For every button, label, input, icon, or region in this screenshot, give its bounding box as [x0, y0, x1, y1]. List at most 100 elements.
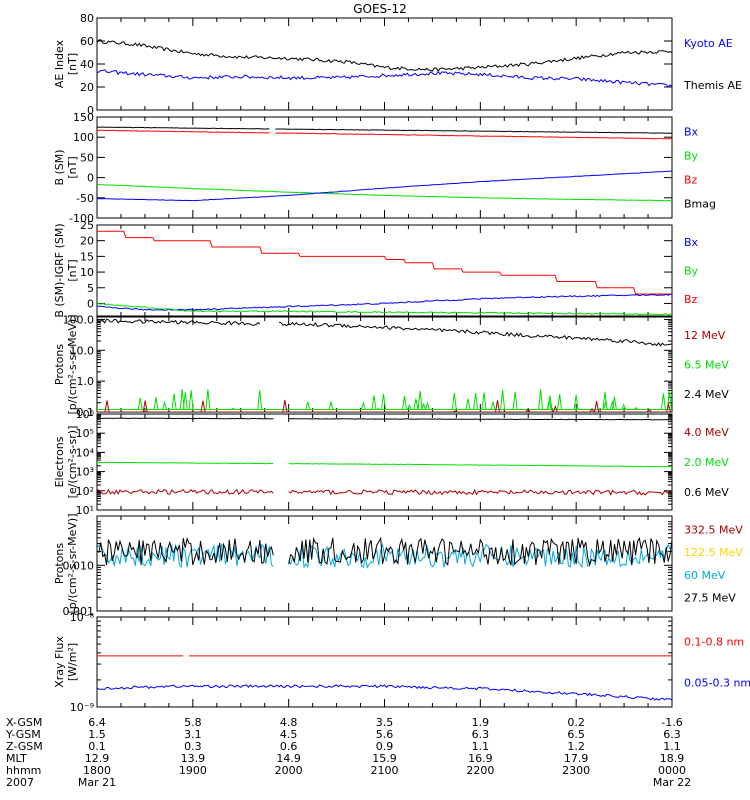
- series-line-by: [97, 183, 672, 202]
- x-cell-hhmm: 0000: [658, 764, 686, 777]
- series-line-bx: [97, 293, 672, 311]
- x-cell-z-gsm: 0.3: [184, 740, 202, 753]
- x-cell-hhmm: 2200: [466, 764, 494, 777]
- x-cell-x-gsm: 6.4: [88, 716, 106, 729]
- y-axis-label: Xray Flux: [53, 636, 66, 688]
- panel-bsm: -100 -50 0 50 100 150 B (SM) [nT] Bx By Bz Bmag: [53, 111, 716, 225]
- y-tick-label: 80: [80, 12, 94, 25]
- y-tick-label: 100.0: [63, 313, 95, 326]
- y-tick-label: 10⁻⁹: [70, 701, 94, 714]
- series-group: [97, 417, 672, 496]
- legend-entry: 6.5 MeV: [684, 359, 729, 372]
- y-tick-label: 40: [80, 58, 94, 71]
- legend-entry: Bmag: [684, 198, 716, 211]
- y-tick-label: 10³: [76, 466, 94, 479]
- legend-entry: 0.6 MeV: [684, 486, 729, 499]
- y-tick-label: 10⁵: [76, 427, 94, 440]
- x-cell-x-gsm: 1.9: [472, 716, 490, 729]
- legend-entry: Bx: [684, 125, 699, 138]
- series-group: [97, 230, 672, 316]
- x-cell-hhmm: 2100: [371, 764, 399, 777]
- legend-entry: Kyoto AE: [684, 37, 733, 50]
- x-cell-hhmm: 2300: [562, 764, 590, 777]
- y-tick-label: 0.1: [77, 406, 95, 419]
- series-group: [97, 39, 672, 88]
- x-cell-mlt: 15.9: [372, 752, 397, 765]
- y-axis-unit: [nT]: [66, 259, 79, 281]
- y-tick-label: 0: [87, 172, 94, 185]
- series-line-bz: [97, 230, 672, 295]
- panel-frame: [96, 413, 673, 511]
- panel-frame: [96, 224, 673, 317]
- y-tick-label: 20: [80, 81, 94, 94]
- y-tick-label: -100: [69, 212, 94, 225]
- y-tick-label: 100: [73, 131, 94, 144]
- y-tick-label: 50: [80, 151, 94, 164]
- x-cell-mlt: 14.9: [276, 752, 301, 765]
- panel-electrons: 10¹ 10² 10³ 10⁴ 10⁵ 10⁶ Electrons [e/(cm²-s-sr)…: [53, 408, 729, 517]
- x-cell-x-gsm: 0.2: [567, 716, 585, 729]
- x-cell-y-gsm: 4.5: [280, 728, 298, 741]
- y-tick-label: 60: [80, 35, 94, 48]
- series-line-bx: [97, 170, 672, 202]
- series-line-12-mev: [97, 399, 672, 412]
- figure-title: GOES-12: [353, 2, 407, 16]
- y-axis-label: Protons: [53, 543, 66, 584]
- series-line-bz: [97, 129, 672, 140]
- x-cell-z-gsm: 0.6: [280, 740, 298, 753]
- series-line-kyoto-ae: [97, 69, 672, 88]
- series-group: [97, 536, 672, 569]
- x-cell-z-gsm: 1.1: [663, 740, 681, 753]
- x-cell-mlt: 18.9: [660, 752, 685, 765]
- legend-entry: Bx: [684, 236, 699, 249]
- legend-entry: 27.5 MeV: [684, 591, 736, 604]
- legend-entry: 122.5 MeV: [684, 546, 743, 559]
- y-tick-label: -50: [76, 192, 94, 205]
- series-line-6-5-mev: [97, 389, 672, 411]
- x-cell-mlt: 17.9: [564, 752, 589, 765]
- y-axis-label: Electrons: [53, 436, 66, 487]
- series-line-2-4-mev: [97, 318, 672, 347]
- y-axis-label: AE Index: [53, 39, 66, 88]
- x-cell-y-gsm: 3.1: [184, 728, 202, 741]
- panel-xray: 10⁻⁹ 10⁻⁸ Xray Flux [W/m²] 0.1-0.8 nm 0.05-0.…: [53, 611, 750, 714]
- x-cell-z-gsm: 0.1: [88, 740, 106, 753]
- x-row-label: hhmm: [6, 764, 41, 777]
- legend-entry: 12 MeV: [684, 329, 726, 342]
- series-line-0-05-0-3-nm: [97, 684, 672, 701]
- x-cell-hhmm: 2000: [275, 764, 303, 777]
- panel-frame: [96, 515, 673, 612]
- x-cell-z-gsm: 1.1: [472, 740, 490, 753]
- y-axis-unit: [e/(cm²-s-sr)]: [66, 426, 79, 499]
- y-tick-label: 20: [80, 235, 94, 248]
- x-row-label: Y-GSM: [5, 728, 41, 741]
- x-cell-z-gsm: 1.2: [567, 740, 585, 753]
- x-cell-y-gsm: 6.3: [472, 728, 490, 741]
- x-cell-date: Mar 22: [653, 776, 691, 789]
- legend-entry: 2.0 MeV: [684, 456, 729, 469]
- y-axis-unit: [nT]: [66, 156, 79, 178]
- y-tick-label: 0: [87, 104, 94, 117]
- legend-entry: By: [684, 265, 699, 278]
- panels: 0 20 40 60 80 AE Index [nT] Kyoto AE Themis AE -1…: [53, 12, 750, 714]
- x-row-label: 2007: [6, 776, 34, 789]
- legend-entry: Themis AE: [683, 79, 742, 92]
- panel-protons-low: 0.1 1.0 10.0 100.0 Protons [p/(cm²-s-sr-MeV)]…: [53, 313, 729, 419]
- series-line-0-6-mev: [97, 417, 672, 421]
- x-row-label: MLT: [6, 752, 27, 765]
- series-line-bmag: [97, 126, 672, 134]
- legend-entry: 2.4 MeV: [684, 388, 729, 401]
- series-line-by: [97, 302, 672, 316]
- legend-entry: 60 MeV: [684, 569, 726, 582]
- x-cell-y-gsm: 6.5: [567, 728, 585, 741]
- y-axis-label: B (SM): [53, 149, 66, 185]
- x-cell-x-gsm: 5.8: [184, 716, 202, 729]
- y-axis-label: B (SM)-IGRF (SM): [53, 223, 66, 317]
- y-axis-unit: [p/(cm²-s-sr-MeV)]: [66, 514, 79, 614]
- x-cell-x-gsm: 3.5: [376, 716, 394, 729]
- panel-frame: [96, 17, 673, 111]
- x-cell-y-gsm: 6.3: [663, 728, 681, 741]
- legend-entry: 0.05-0.3 nm: [684, 676, 750, 689]
- panel-ae: 0 20 40 60 80 AE Index [nT] Kyoto AE Themis AE: [53, 12, 742, 117]
